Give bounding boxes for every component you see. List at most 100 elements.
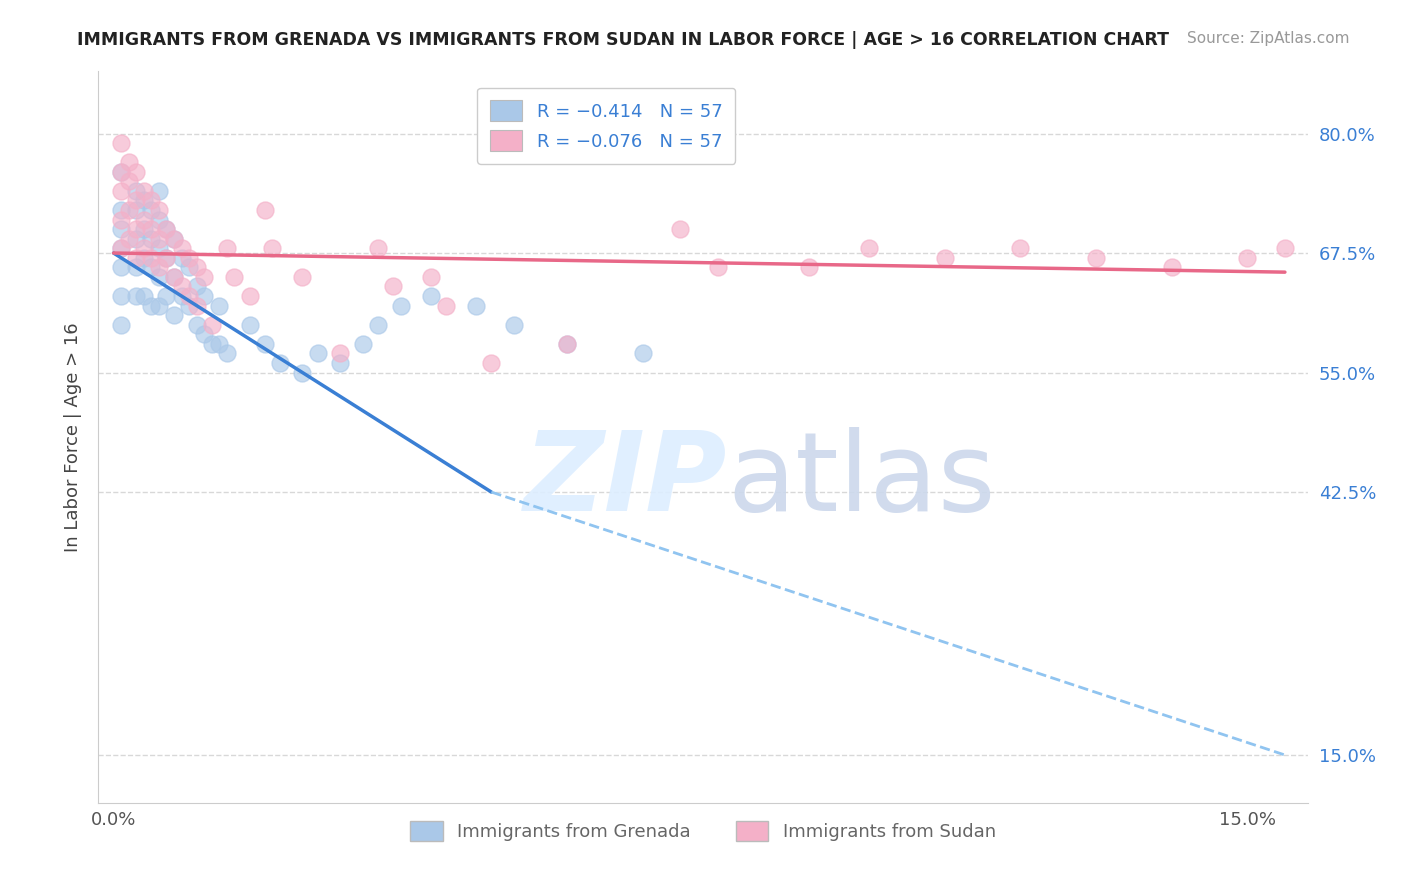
Point bbox=[125, 260, 148, 275]
Point bbox=[1236, 251, 1258, 265]
Point bbox=[125, 184, 148, 198]
Point bbox=[141, 222, 163, 236]
Point bbox=[193, 269, 215, 284]
Point bbox=[707, 260, 730, 275]
Point bbox=[110, 165, 132, 179]
Point bbox=[170, 241, 193, 255]
Point bbox=[352, 336, 374, 351]
Point bbox=[132, 222, 155, 236]
Point bbox=[118, 155, 141, 169]
Point bbox=[155, 251, 177, 265]
Point bbox=[186, 299, 208, 313]
Point bbox=[555, 336, 578, 351]
Point bbox=[555, 336, 578, 351]
Point bbox=[132, 251, 155, 265]
Legend: Immigrants from Grenada, Immigrants from Sudan: Immigrants from Grenada, Immigrants from… bbox=[404, 814, 1002, 848]
Point bbox=[1274, 241, 1296, 255]
Point bbox=[110, 136, 132, 150]
Point bbox=[329, 346, 352, 360]
Point bbox=[110, 202, 132, 217]
Point bbox=[186, 260, 208, 275]
Point bbox=[148, 212, 170, 227]
Point bbox=[1085, 251, 1108, 265]
Point bbox=[434, 299, 457, 313]
Point bbox=[669, 222, 692, 236]
Point bbox=[155, 289, 177, 303]
Point bbox=[163, 232, 186, 246]
Y-axis label: In Labor Force | Age > 16: In Labor Force | Age > 16 bbox=[63, 322, 82, 552]
Point bbox=[163, 269, 186, 284]
Point bbox=[110, 184, 132, 198]
Point bbox=[155, 222, 177, 236]
Point bbox=[215, 241, 238, 255]
Point bbox=[307, 346, 329, 360]
Point bbox=[141, 194, 163, 208]
Point bbox=[125, 194, 148, 208]
Point bbox=[148, 202, 170, 217]
Point bbox=[163, 308, 186, 322]
Point bbox=[118, 174, 141, 188]
Point bbox=[132, 212, 155, 227]
Point bbox=[170, 279, 193, 293]
Point bbox=[797, 260, 820, 275]
Point bbox=[1010, 241, 1032, 255]
Point bbox=[179, 260, 201, 275]
Point bbox=[148, 269, 170, 284]
Point bbox=[465, 299, 488, 313]
Point bbox=[148, 241, 170, 255]
Point bbox=[110, 165, 132, 179]
Point bbox=[141, 299, 163, 313]
Point bbox=[141, 202, 163, 217]
Point bbox=[155, 222, 177, 236]
Point bbox=[141, 232, 163, 246]
Text: Source: ZipAtlas.com: Source: ZipAtlas.com bbox=[1187, 31, 1350, 46]
Text: atlas: atlas bbox=[727, 427, 995, 534]
Point bbox=[110, 212, 132, 227]
Point bbox=[269, 356, 291, 370]
Point bbox=[291, 366, 314, 380]
Point bbox=[329, 356, 352, 370]
Point bbox=[110, 318, 132, 332]
Point bbox=[155, 251, 177, 265]
Point bbox=[132, 241, 155, 255]
Point bbox=[170, 289, 193, 303]
Point bbox=[382, 279, 405, 293]
Point bbox=[239, 318, 262, 332]
Point bbox=[125, 251, 148, 265]
Point bbox=[367, 318, 389, 332]
Point bbox=[201, 318, 224, 332]
Point bbox=[118, 232, 141, 246]
Point bbox=[389, 299, 412, 313]
Point bbox=[1160, 260, 1182, 275]
Point bbox=[170, 251, 193, 265]
Point bbox=[215, 346, 238, 360]
Point bbox=[148, 184, 170, 198]
Point bbox=[208, 336, 231, 351]
Point bbox=[148, 299, 170, 313]
Point bbox=[132, 289, 155, 303]
Point bbox=[186, 318, 208, 332]
Point bbox=[125, 289, 148, 303]
Point bbox=[503, 318, 526, 332]
Point bbox=[163, 269, 186, 284]
Point bbox=[631, 346, 654, 360]
Point bbox=[148, 232, 170, 246]
Point bbox=[148, 260, 170, 275]
Point bbox=[934, 251, 956, 265]
Point bbox=[420, 269, 443, 284]
Point bbox=[481, 356, 503, 370]
Point bbox=[141, 251, 163, 265]
Point bbox=[193, 327, 215, 342]
Point bbox=[141, 260, 163, 275]
Point bbox=[110, 241, 132, 255]
Point bbox=[208, 299, 231, 313]
Point bbox=[125, 232, 148, 246]
Point bbox=[163, 232, 186, 246]
Point bbox=[110, 289, 132, 303]
Point bbox=[858, 241, 880, 255]
Text: ZIP: ZIP bbox=[523, 427, 727, 534]
Point bbox=[110, 260, 132, 275]
Point bbox=[125, 165, 148, 179]
Point bbox=[420, 289, 443, 303]
Point bbox=[110, 241, 132, 255]
